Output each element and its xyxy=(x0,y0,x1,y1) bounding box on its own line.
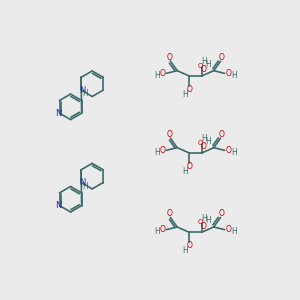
Text: N: N xyxy=(79,178,85,187)
Text: H: H xyxy=(201,214,207,223)
Text: H: H xyxy=(205,216,211,225)
Text: O: O xyxy=(167,209,172,218)
Text: H: H xyxy=(154,227,160,236)
Text: N: N xyxy=(56,109,62,118)
Text: O: O xyxy=(160,69,165,78)
Text: H: H xyxy=(231,148,237,157)
Text: O: O xyxy=(186,85,192,94)
Text: O: O xyxy=(167,53,172,62)
Text: O: O xyxy=(200,142,206,152)
Text: O: O xyxy=(160,225,165,234)
Text: O: O xyxy=(186,162,192,171)
Text: O: O xyxy=(167,130,172,139)
Text: H: H xyxy=(231,227,237,236)
Text: O: O xyxy=(218,53,224,62)
Text: O: O xyxy=(160,146,165,155)
Text: O: O xyxy=(200,65,206,74)
Text: O: O xyxy=(218,130,224,139)
Text: O: O xyxy=(218,209,224,218)
Text: N: N xyxy=(56,201,62,210)
Text: O: O xyxy=(226,225,231,234)
Text: H: H xyxy=(183,167,188,176)
Text: H: H xyxy=(82,89,88,98)
Text: H: H xyxy=(205,60,211,69)
Text: O: O xyxy=(226,69,231,78)
Text: O: O xyxy=(197,219,203,225)
Text: H: H xyxy=(183,89,188,98)
Text: H: H xyxy=(201,134,207,143)
Text: H: H xyxy=(154,71,160,80)
Text: H: H xyxy=(183,246,188,255)
Text: O: O xyxy=(197,63,203,69)
Text: H: H xyxy=(82,182,88,191)
Text: O: O xyxy=(226,146,231,155)
Text: H: H xyxy=(201,58,207,67)
Text: H: H xyxy=(205,137,211,146)
Text: N: N xyxy=(79,85,85,94)
Text: O: O xyxy=(197,140,203,146)
Text: O: O xyxy=(200,222,206,231)
Text: H: H xyxy=(231,71,237,80)
Text: H: H xyxy=(154,148,160,157)
Text: O: O xyxy=(186,241,192,250)
